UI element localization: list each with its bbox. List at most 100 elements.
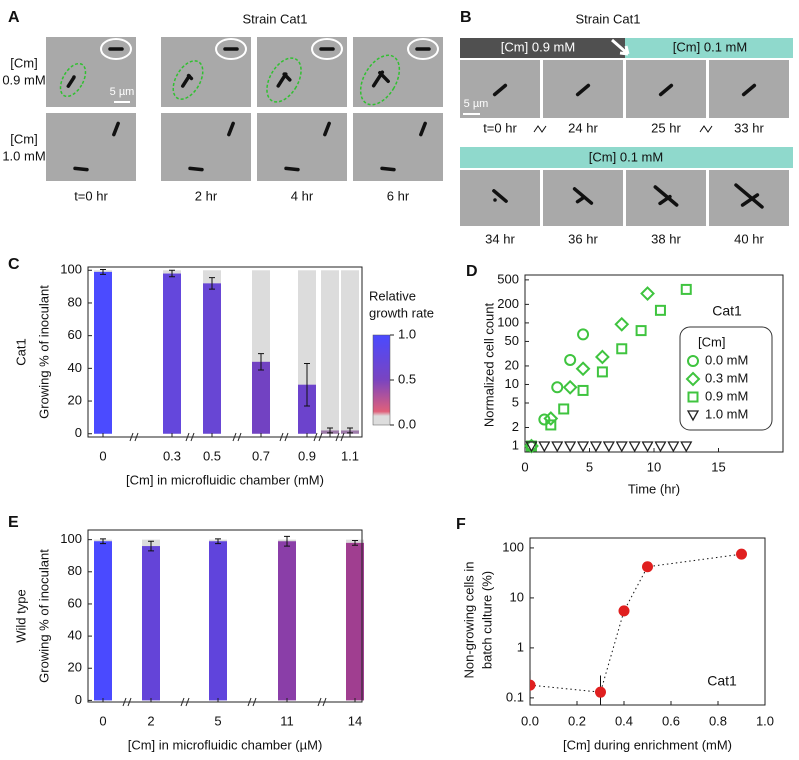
cell [73,166,89,172]
x-tick-label: 15 [711,459,725,474]
marker [654,441,667,453]
y-tick-label: 50 [505,333,519,348]
cell [575,83,591,97]
error-bar [169,269,175,278]
legend-label: 1.0 mM [705,406,748,421]
marker [545,419,557,431]
y-tick-label: 20 [68,660,82,675]
bar [142,546,160,701]
cell [378,70,390,84]
point [642,561,653,573]
x-tick-label: 0.3 [163,448,181,463]
cell [575,196,585,204]
legend-box [679,326,773,431]
marker [543,411,559,426]
legend-label: 0.0 mM [705,352,748,367]
point [736,548,747,560]
y-tick-label: 80 [68,563,82,578]
micrograph [257,113,347,181]
scale-bar-label: 5 µm [464,98,489,110]
time-label: 38 hr [651,231,681,246]
marker-ellipse [172,60,204,100]
cell [186,73,194,81]
marker-ellipse [266,57,302,103]
x-tick-label: 0.7 [252,448,270,463]
cell [284,166,300,172]
cell [572,187,594,205]
micrograph [353,113,443,181]
panel-label: C [8,256,20,273]
y-axis-label: Growing % of inoculant [36,549,51,683]
axis-break [335,432,345,442]
cell [658,194,672,206]
y-tick-label: 500 [497,271,519,286]
plot-frame [87,266,363,438]
marker-ellipse [215,38,247,60]
condition-bar [460,147,793,168]
colorbar-tick-label: 1.0 [398,326,416,341]
time-label: t=0 hr [483,120,517,135]
marker [640,286,655,301]
cell [112,121,120,137]
x-tick-label: 0.9 [298,448,316,463]
arrow [611,38,630,56]
error-bar [148,540,154,552]
cell [492,83,508,97]
y-tick-label: 1 [517,639,524,654]
axis-break [129,432,139,442]
cell [282,72,292,82]
y-axis-label: Non-growing cells in [461,561,476,678]
panel-label: F [456,516,466,533]
y-axis-label: Normalized cell count [481,302,496,427]
bar [252,361,270,434]
y-tick-label: 0 [75,425,82,440]
condition-label: [Cm] 0.1 mM [589,149,663,164]
x-tick-label: 2 [147,713,154,728]
cell [741,83,757,97]
error-bar [327,427,333,434]
y-tick-label: 0 [75,692,82,707]
y-tick-label: 1 [512,437,519,452]
x-tick-label: 0.4 [615,713,633,728]
panel-label: E [8,514,19,531]
marker [687,391,699,403]
y-tick-label: 2 [512,419,519,434]
marker [562,379,578,395]
error-bar [352,539,358,546]
x-tick-label: 0.0 [521,713,539,728]
cell [380,166,396,172]
row-label: [Cm] [10,55,37,70]
x-tick-label: 10 [647,459,661,474]
marker [589,441,603,453]
axis-break [180,697,190,707]
marker-ellipse [359,54,401,106]
time-break [533,125,547,133]
plot-frame [87,529,363,703]
cell [734,183,764,209]
time-label: 6 hr [387,188,410,203]
marker [685,371,701,387]
y-tick-label: 200 [497,296,519,311]
x-tick-label: 0.6 [662,713,680,728]
condition-label: [Cm] 0.9 mM [501,39,575,54]
colorbar [372,334,391,426]
y-tick-label: 20 [68,392,82,407]
time-label: t=0 hr [74,188,108,203]
condition-bar [625,38,793,58]
time-label: 2 hr [195,188,218,203]
colorbar-tick-label: 0.0 [398,416,416,431]
bar [346,542,364,701]
y-axis-label: Growing % of inoculant [36,285,51,419]
y-tick-label: 100 [497,314,519,329]
bar [278,541,296,701]
bar [94,541,112,701]
y-tick-label: 100 [502,539,524,554]
x-tick-label: 0.8 [709,713,727,728]
cell [653,185,679,207]
axis-break [232,432,242,442]
y-tick-label: 60 [68,327,82,342]
y-tick-label: 40 [68,360,82,375]
condition-bar [460,38,625,58]
y-tick-label: 0.1 [506,689,524,704]
